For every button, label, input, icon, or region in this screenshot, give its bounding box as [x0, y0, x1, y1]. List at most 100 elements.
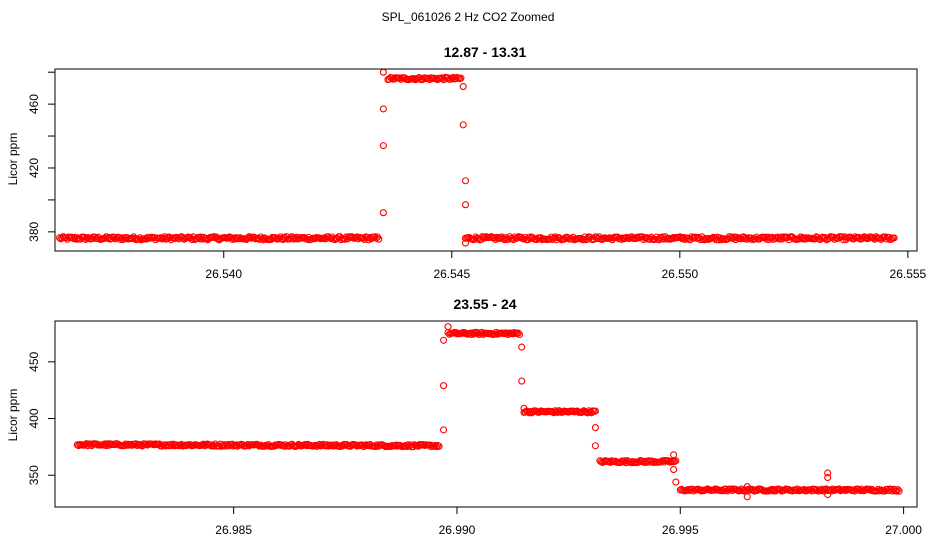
data-point [410, 75, 418, 83]
data-point [135, 235, 143, 243]
data-point [638, 457, 646, 465]
data-point [206, 441, 214, 449]
x-tick-label: 26.545 [433, 267, 470, 281]
data-point [677, 233, 685, 241]
data-point [150, 441, 158, 449]
transition-point [591, 424, 599, 432]
data-point [358, 441, 366, 449]
data-point [427, 74, 435, 82]
transition-point [459, 83, 467, 91]
data-point [607, 234, 615, 242]
panel-title-top: 12.87 - 13.31 [444, 44, 527, 60]
data-point [635, 457, 643, 465]
transition-point [743, 483, 751, 491]
data-point [280, 442, 288, 450]
data-point [578, 408, 586, 416]
data-point [160, 441, 169, 449]
transition-point [444, 323, 452, 331]
data-point [324, 442, 333, 450]
data-points-bottom [73, 323, 903, 501]
plot-frame-top [54, 68, 918, 252]
transition-point [518, 377, 526, 385]
transition-point [824, 469, 832, 477]
transition-point [672, 478, 680, 486]
x-tick-label: 26.995 [662, 523, 699, 537]
data-point [318, 441, 326, 449]
data-point [810, 485, 819, 493]
data-point [254, 441, 262, 449]
transition-point [824, 473, 832, 482]
data-point [876, 487, 884, 495]
data-point [627, 459, 635, 467]
data-point [751, 235, 759, 243]
panel-bottom: 23.55 - 24 Licor ppm 26.985 26.990 26.995 2… [6, 296, 922, 537]
plot-frame-bottom [54, 320, 918, 508]
data-point [866, 486, 875, 494]
data-point [202, 234, 210, 242]
transition-point [743, 493, 751, 501]
data-point [435, 442, 443, 450]
transition-point [440, 426, 448, 434]
data-point [328, 441, 336, 449]
data-point [193, 234, 201, 242]
y-tick-label: 400 [27, 408, 41, 428]
data-points-top [56, 68, 898, 247]
data-point [521, 408, 529, 416]
y-axis-top: 380 420 460 [27, 71, 56, 242]
data-point [494, 235, 502, 243]
data-point [301, 441, 309, 449]
data-point [452, 75, 460, 83]
data-point [621, 457, 629, 465]
data-point [591, 407, 599, 415]
data-point [668, 235, 676, 243]
data-point [600, 457, 608, 466]
data-point [648, 457, 656, 465]
data-point [115, 234, 123, 242]
data-point [123, 441, 131, 449]
y-axis-bottom: 350 400 450 [27, 351, 56, 485]
data-point [617, 458, 625, 466]
y-tick-label: 420 [27, 158, 41, 178]
data-point [509, 330, 517, 338]
data-point [227, 234, 235, 242]
transition-point [461, 239, 470, 247]
data-point [515, 330, 524, 339]
transition-point [824, 490, 832, 499]
data-point [224, 234, 232, 242]
data-point [727, 485, 735, 493]
transition-point [379, 105, 387, 113]
data-point [890, 234, 898, 242]
data-point [725, 233, 733, 241]
transition-point [670, 466, 678, 474]
data-point [167, 440, 175, 448]
y-tick-label: 380 [27, 221, 41, 241]
data-point [323, 441, 331, 449]
data-point [293, 442, 301, 450]
transition-point [591, 442, 599, 450]
transition-point [440, 336, 448, 344]
transition-point [440, 382, 448, 390]
y-tick-label: 460 [27, 94, 41, 114]
y-axis-label-bottom: Licor ppm [6, 389, 20, 442]
data-point [120, 442, 128, 450]
data-point [856, 486, 864, 495]
data-point [117, 235, 125, 244]
data-point [840, 485, 848, 494]
transition-point [379, 68, 387, 76]
transition-point [520, 404, 528, 412]
data-point [469, 329, 477, 337]
data-point [457, 74, 465, 82]
data-point [365, 442, 373, 450]
y-tick-label: 450 [27, 351, 41, 371]
transition-point [461, 177, 470, 185]
data-point [322, 442, 330, 450]
data-point [798, 235, 806, 243]
x-tick-label: 26.990 [439, 523, 476, 537]
data-point [524, 408, 532, 416]
data-point [174, 234, 182, 242]
transition-point [461, 201, 470, 209]
data-point [659, 457, 667, 465]
figure-title: SPL_061026 2 Hz CO2 Zoomed [382, 10, 555, 24]
data-point [375, 235, 383, 243]
data-point [121, 440, 130, 448]
